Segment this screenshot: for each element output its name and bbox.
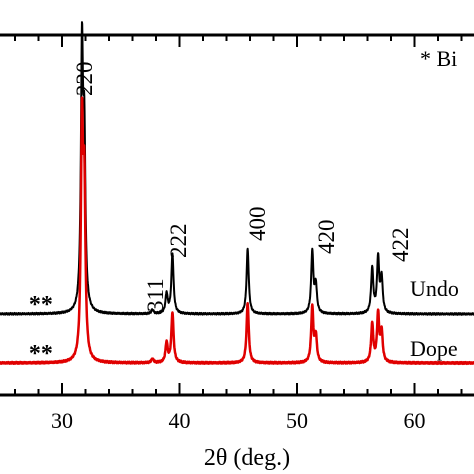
x-tick-label: 30 — [51, 408, 73, 433]
doped-series-label: Dope — [410, 336, 458, 361]
peak-label-400: 400 — [245, 207, 270, 242]
x-axis-label: 2θ (deg.) — [204, 445, 290, 471]
x-tick-label: 50 — [286, 408, 308, 433]
peak-label-220: 220 — [72, 62, 97, 97]
undoped-curve — [0, 21, 474, 316]
peak-label-222: 222 — [166, 224, 191, 259]
legend-text: * Bi — [420, 46, 457, 71]
x-axis-ticks — [14, 35, 463, 395]
doped-curve — [0, 96, 474, 366]
x-tick-label: 40 — [169, 408, 191, 433]
undoped-series-label: Undo — [410, 276, 459, 301]
impurity-marker-undoped: ** — [29, 292, 53, 318]
peak-labels: 220 311 222 400 420 422 — [72, 62, 413, 313]
xrd-curves — [0, 21, 474, 366]
impurity-markers: ** ** — [29, 292, 53, 367]
peak-label-420: 420 — [314, 220, 339, 255]
x-tick-label: 60 — [404, 408, 426, 433]
impurity-marker-doped: ** — [29, 341, 53, 367]
x-axis-tick-labels: 30 40 50 60 — [51, 408, 426, 433]
peak-label-422: 422 — [388, 228, 413, 263]
peak-label-311: 311 — [143, 278, 168, 312]
plot-frame — [0, 33, 474, 397]
